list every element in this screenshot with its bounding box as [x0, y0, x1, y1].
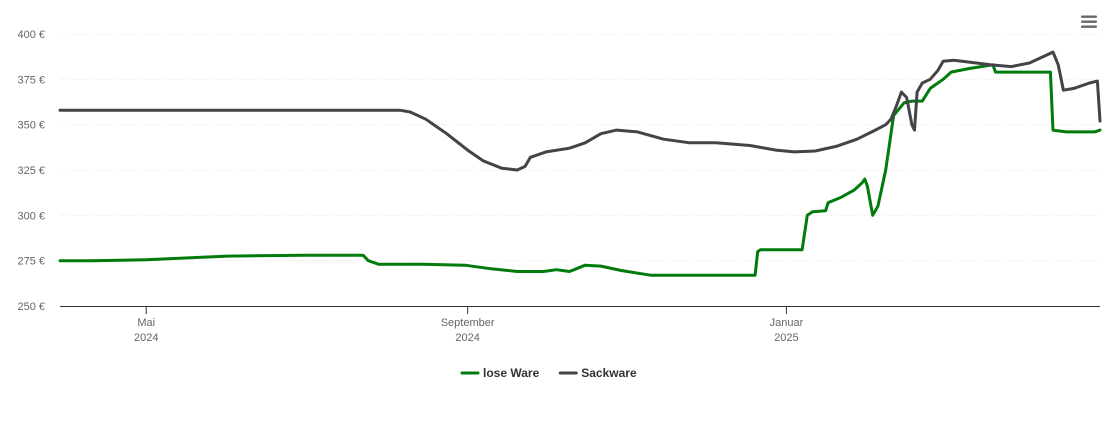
series-line[interactable]	[58, 63, 1102, 277]
x-tick-label: September	[441, 317, 495, 329]
x-tick-label: Mai	[137, 317, 155, 329]
series-lines	[58, 50, 1102, 277]
y-tick-label: 325 €	[17, 165, 45, 177]
series-line[interactable]	[58, 50, 1102, 172]
legend-label: lose Ware	[483, 366, 540, 380]
y-axis: 250 € 275 € 300 € 325 € 350 € 375 € 400 €	[17, 29, 45, 313]
y-tick-label: 275 €	[17, 256, 45, 268]
y-tick-label: 300 €	[17, 210, 45, 222]
legend[interactable]: lose Ware Sackware	[460, 366, 637, 380]
x-tick-label: Januar	[770, 317, 804, 329]
y-tick-label: 375 €	[17, 74, 45, 86]
x-tick-label-year: 2024	[455, 332, 479, 344]
x-tick-label-year: 2024	[134, 332, 158, 344]
x-axis: Mai 2024 September 2024 Januar 2025	[60, 306, 1100, 344]
grid-lines	[60, 33, 1100, 262]
x-tick-label-year: 2025	[774, 332, 798, 344]
legend-item[interactable]: lose Ware	[460, 366, 540, 380]
y-tick-label: 350 €	[17, 120, 45, 132]
legend-label: Sackware	[581, 366, 637, 380]
legend-item[interactable]: Sackware	[558, 366, 637, 380]
menu-icon[interactable]	[1074, 10, 1102, 34]
y-tick-label: 400 €	[17, 29, 45, 41]
y-tick-label: 250 €	[17, 301, 45, 313]
